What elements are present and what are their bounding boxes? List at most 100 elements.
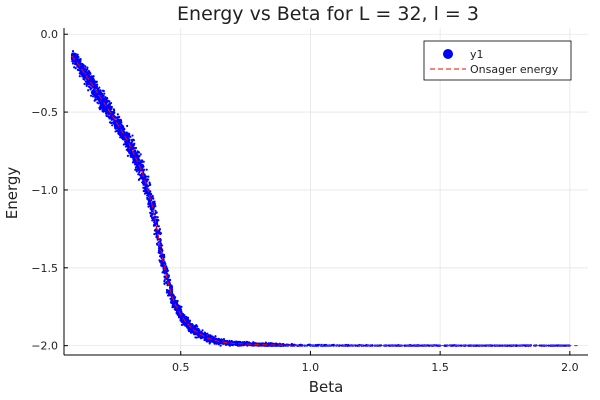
scatter-point [246,341,249,344]
scatter-point [284,344,287,347]
scatter-point [230,339,233,343]
scatter-point [103,92,106,95]
scatter-point [126,154,130,157]
scatter-point [138,161,142,164]
scatter-point [81,75,84,78]
scatter-point [110,101,113,105]
scatter-point [104,96,107,99]
scatter-point [154,209,157,212]
scatter-point [149,204,152,207]
y-tick-label: −0.5 [31,106,58,119]
scatter-point [82,64,85,67]
scatter-point [214,335,217,338]
scatter-point [102,107,105,110]
scatter-point [133,149,137,152]
scatter-point [428,344,431,347]
scatter-point [354,344,357,347]
scatter-point [127,132,130,135]
scatter-point [142,160,145,163]
scatter-point [211,337,214,341]
scatter-point [86,71,89,74]
scatter-point [124,145,127,148]
scatter-point [245,341,248,344]
scatter-point [108,121,112,124]
scatter-point [76,53,79,56]
scatter-point [204,338,207,341]
scatter-point [122,129,125,133]
scatter-point [173,301,177,304]
x-tick-label: 1.5 [431,361,449,374]
legend-label-onsager: Onsager energy [470,63,559,76]
scatter-point [153,223,156,226]
scatter-point [170,301,173,304]
scatter-point [185,323,188,327]
scatter-point [180,319,183,322]
tick-labels: 0.5 1.0 1.5 2.0 0.0 −0.5 −1.0 −1.5 −2.0 [31,28,578,374]
scatter-point [138,169,141,172]
scatter-point [379,344,382,347]
scatter-point [153,232,156,236]
scatter-point [95,85,98,88]
scatter-point [118,115,121,119]
scatter-point [168,281,171,284]
scatter-point [201,329,204,332]
scatter-point [124,140,127,143]
scatter-point [94,98,97,101]
scatter-point [149,207,152,210]
scatter-point [104,100,107,103]
scatter-point [243,342,246,345]
scatter-point [443,344,446,347]
scatter-point [155,218,158,221]
scatter-point [108,106,111,110]
scatter-point [157,225,160,228]
scatter-point [547,344,550,347]
scatter-point [192,326,195,329]
scatter-point [98,86,101,89]
scatter-point [183,314,186,317]
scatter-point [137,178,141,181]
scatter-point [72,59,75,63]
scatter-point [163,272,166,275]
scatter-point [196,325,199,328]
scatter-point [102,89,105,93]
scatter-point [120,127,123,130]
scatter-point [137,173,140,176]
scatter-point [86,66,89,69]
scatter-point [209,334,212,337]
scatter-point [135,165,138,168]
scatter-point [78,58,81,61]
scatter-point [158,227,162,231]
scatter-point [82,68,86,71]
scatter-point [222,338,226,341]
scatter-point [208,340,211,343]
scatter-point [135,168,138,171]
scatter-point [208,342,211,345]
scatter-point [129,135,132,139]
scatter-point [130,145,134,149]
scatter-point [78,75,81,78]
scatter-point [154,215,157,219]
scatter-point [104,108,107,112]
scatter-point [212,340,215,344]
scatter-point [89,78,93,82]
scatter-point [188,319,192,322]
scatter-point [99,92,102,95]
scatter-point [270,342,273,345]
scatter-point [143,168,146,171]
scatter-point [116,113,119,116]
legend-label-y1: y1 [470,48,484,61]
scatter-point [172,303,175,306]
scatter-point [83,73,86,76]
scatter-point [387,344,390,347]
scatter-point [114,127,117,130]
scatter-point [199,337,203,340]
onsager-energy-line [71,55,578,347]
scatter-point [125,142,128,145]
scatter-point [93,93,96,96]
scatter-point [210,340,213,343]
scatter-point [182,322,185,325]
scatter-point [88,82,91,85]
scatter-point [120,134,123,138]
scatter-point [113,109,116,112]
scatter-point [95,98,98,101]
